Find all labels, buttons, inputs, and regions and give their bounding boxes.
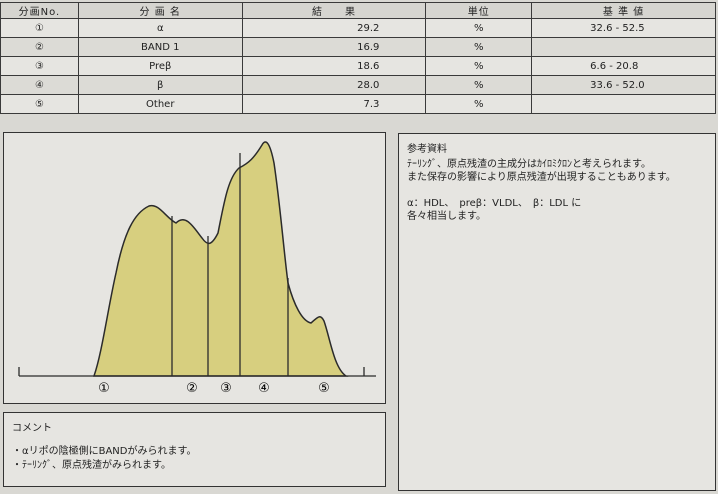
fraction-no: ①	[0, 18, 79, 38]
fraction-unit: %	[425, 75, 533, 95]
header-fraction-no: 分画No.	[0, 2, 79, 19]
table-row: ② BAND 1 16.9 %	[0, 37, 716, 57]
fraction-name: α	[77, 18, 243, 38]
fraction-name: BAND 1	[77, 37, 243, 57]
reference-line: α：HDL、 preβ：VLDL、 β：LDL に	[407, 198, 582, 209]
results-header-row: 分画No. 分 画 名 結 果 単位 基 準 値	[0, 2, 716, 19]
fraction-result: 16.9	[241, 37, 427, 57]
reference-line: ​	[407, 184, 676, 197]
comment-line: ・ﾃｰﾘﾝｸﾞ、原点残渣がみられます。	[12, 460, 171, 471]
header-unit: 単位	[425, 2, 533, 19]
fraction-label-4: ④	[258, 381, 270, 396]
fraction-reference: 32.6 - 52.5	[531, 18, 716, 38]
reference-line: 各々相当します。	[407, 211, 486, 222]
reference-line: また保存の影響により原点残渣が出現することもあります。	[407, 172, 676, 183]
results-table: 分画No. 分 画 名 結 果 単位 基 準 値 ① α 29.2 % 32.6…	[0, 2, 716, 114]
fraction-label-1: ①	[98, 381, 110, 396]
header-fraction-name: 分 画 名	[77, 2, 243, 19]
fraction-unit: %	[425, 18, 533, 38]
fraction-name: β	[77, 75, 243, 95]
fraction-unit: %	[425, 37, 533, 57]
table-row: ④ β 28.0 % 33.6 - 52.0	[0, 75, 716, 95]
fraction-no: ②	[0, 37, 79, 57]
fraction-no: ⑤	[0, 94, 79, 114]
table-row: ③ Preβ 18.6 % 6.6 - 20.8	[0, 56, 716, 76]
header-result: 結 果	[241, 2, 427, 19]
fraction-reference: 6.6 - 20.8	[531, 56, 716, 76]
densitogram-curve	[92, 141, 349, 377]
comment-body: ・αリポの陰極側にBANDがみられます。 ・ﾃｰﾘﾝｸﾞ、原点残渣がみられます。	[12, 445, 196, 473]
reference-panel: 参考資料 ﾃｰﾘﾝｸﾞ、原点残渣の主成分はｶｲﾛﾐｸﾛﾝと考えられます。 また保…	[398, 133, 716, 491]
fraction-result: 7.3	[241, 94, 427, 114]
fraction-label-5: ⑤	[318, 381, 330, 396]
fraction-label-2: ②	[186, 381, 198, 396]
comment-line: ・αリポの陰極側にBANDがみられます。	[12, 446, 197, 457]
fraction-reference: 33.6 - 52.0	[531, 75, 716, 95]
header-reference-range: 基 準 値	[531, 2, 716, 19]
electrophoresis-graph-panel: ① ② ③ ④ ⑤	[3, 132, 386, 404]
fraction-unit: %	[425, 94, 533, 114]
electrophoresis-densitogram: ① ② ③ ④ ⑤	[18, 141, 376, 396]
fraction-label-3: ③	[220, 381, 232, 396]
table-row: ⑤ Other 7.3 %	[0, 94, 716, 114]
fraction-name: Other	[77, 94, 243, 114]
reference-line: ﾃｰﾘﾝｸﾞ、原点残渣の主成分はｶｲﾛﾐｸﾛﾝと考えられます。	[407, 159, 651, 170]
reference-body: ﾃｰﾘﾝｸﾞ、原点残渣の主成分はｶｲﾛﾐｸﾛﾝと考えられます。 また保存の影響に…	[407, 158, 676, 223]
fraction-reference	[531, 37, 716, 57]
comment-panel: コメント ・αリポの陰極側にBANDがみられます。 ・ﾃｰﾘﾝｸﾞ、原点残渣がみ…	[3, 412, 386, 487]
fraction-name: Preβ	[77, 56, 243, 76]
reference-title: 参考資料	[407, 144, 447, 155]
fraction-result: 28.0	[241, 75, 427, 95]
comment-title: コメント	[12, 423, 52, 434]
fraction-no: ③	[0, 56, 79, 76]
fraction-reference	[531, 94, 716, 114]
table-row: ① α 29.2 % 32.6 - 52.5	[0, 18, 716, 38]
fraction-result: 29.2	[241, 18, 427, 38]
fraction-unit: %	[425, 56, 533, 76]
fraction-result: 18.6	[241, 56, 427, 76]
fraction-no: ④	[0, 75, 79, 95]
